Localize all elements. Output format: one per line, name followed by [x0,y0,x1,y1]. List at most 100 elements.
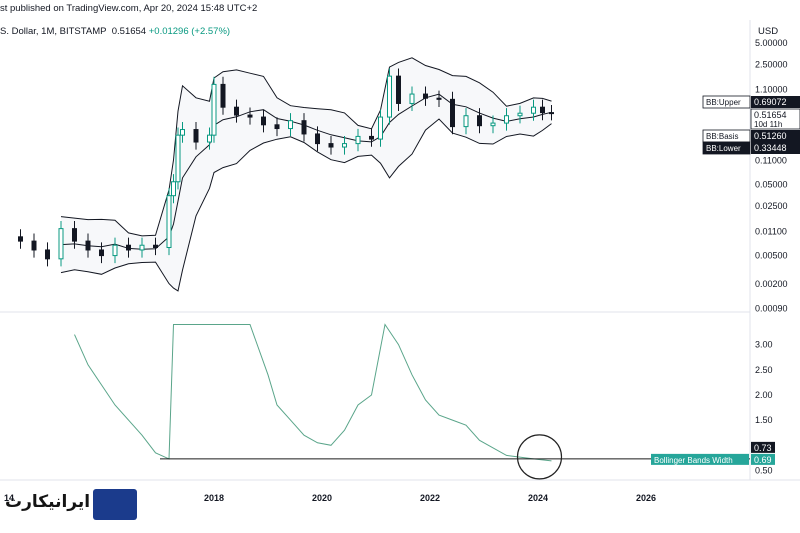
candle-body [396,75,401,104]
symbol-line: S. Dollar, 1M, BITSTAMP 0.51654 +0.01296… [0,26,230,37]
candle-body [45,249,50,260]
candle-body [31,240,37,251]
candle-body [477,115,482,127]
candle-body [355,135,361,145]
candle-body [315,133,320,145]
candle-body [531,106,536,114]
candle-body [549,112,554,115]
bb-basis-name: BB:Basis [706,132,738,141]
candle-body [301,120,307,135]
symbol-price: 0.51654 [111,26,147,37]
candle-body [72,228,77,242]
time-tick-label: 2022 [420,493,440,503]
bb-lower-value: 0.33448 [754,143,787,153]
candle-body [504,115,509,124]
bb-upper-value-box [751,96,800,108]
candle-body [99,249,104,257]
bbw-series-line [74,323,552,462]
candle-body [126,244,131,251]
bb-lower-name: BB:Lower [706,144,741,153]
time-tick-label: 2018 [204,493,224,503]
candle-body [261,116,266,126]
candle-body [342,143,347,148]
price-tick-label: 0.00500 [755,251,788,261]
candles [18,68,554,267]
bb-upper-value: 0.69072 [754,97,787,107]
candle-body [112,244,118,257]
time-tick-label: 2024 [528,493,548,503]
price-tick-label: 0.00200 [755,279,788,289]
candle-body [328,143,334,148]
highlight-circle [516,434,563,480]
bb-basis-value-box [751,130,800,142]
time-tick-label: 2026 [636,493,656,503]
bbw-ref-value: 0.73 [754,443,772,453]
candle-body [490,122,496,127]
bbw-tick-label: 2.00 [755,390,773,400]
bb-upper-name: BB:Upper [706,98,741,107]
time-tick-label: 2020 [312,493,332,503]
bb-lower-line [60,118,552,292]
last-price-value: 0.51654 [754,110,787,120]
candle-body [247,114,253,118]
candle-body [193,129,199,143]
bb-lower-value-box [751,142,800,154]
bbw-last-value: 0.69 [754,455,772,465]
candle-body [274,124,280,130]
price-tick-label: 5.00000 [755,38,788,48]
candle-body [234,106,239,116]
bbw-name: Bollinger Bands Width [654,456,733,465]
bbw-tick-label: 1.50 [755,415,773,425]
price-tick-label: 0.01100 [755,226,787,236]
candle-body [369,135,374,140]
candle-body [207,134,212,143]
price-tick-label: 0.05000 [755,180,788,190]
last-price-box [750,108,800,130]
candle-body [463,115,469,128]
logo-mark [93,489,137,520]
price-tick-label: 1.10000 [755,85,788,95]
candle-body [58,228,64,260]
bb-fill [61,57,552,291]
bb-lower-tag [702,141,751,155]
bb-basis-value: 0.51260 [754,131,787,141]
candle-body [517,112,523,117]
candle-body [540,106,545,114]
candle-body [220,83,226,108]
candle-body [180,129,185,136]
bbw-name-tag [651,453,749,465]
candle-body [423,93,428,99]
candle-body [387,75,392,118]
watermark-logo: ایرانیکارت [5,488,137,522]
candle-body [450,98,455,128]
bbw-last-value-box [751,453,775,465]
candle-body [85,240,91,251]
bb-basis-line [60,93,552,250]
published-header: st published on TradingView.com, Apr 20,… [0,3,258,14]
symbol-change: +0.01296 (+2.57%) [148,26,231,37]
watermark-text: ایرانیکارت [5,492,91,512]
bb-upper-line [60,57,552,237]
price-tick-label: 2.50000 [755,59,788,69]
candle-body [171,181,176,197]
candle-body [211,83,217,136]
price-tick-label: 0.02500 [755,201,788,211]
countdown: 10d 11h [754,120,782,129]
bb-upper-tag [702,95,751,109]
price-tick-label: 0.00090 [755,303,788,313]
symbol-name: S. Dollar, 1M, BITSTAMP [0,26,107,37]
bbw-ref-value-box [751,441,775,453]
currency-label: USD [758,26,779,37]
candle-body [166,195,172,249]
bbw-tick-label: 2.50 [755,365,773,375]
candle-body [175,134,181,183]
bbw-tick-label: 0.50 [755,465,773,475]
candle-body [18,236,23,242]
candle-body [288,120,293,130]
bbw-tick-label: 3.00 [755,340,773,350]
time-tick-label: 14 [4,493,14,503]
candle-body [139,244,145,251]
candle-body [436,97,442,100]
candle-body [378,116,383,140]
